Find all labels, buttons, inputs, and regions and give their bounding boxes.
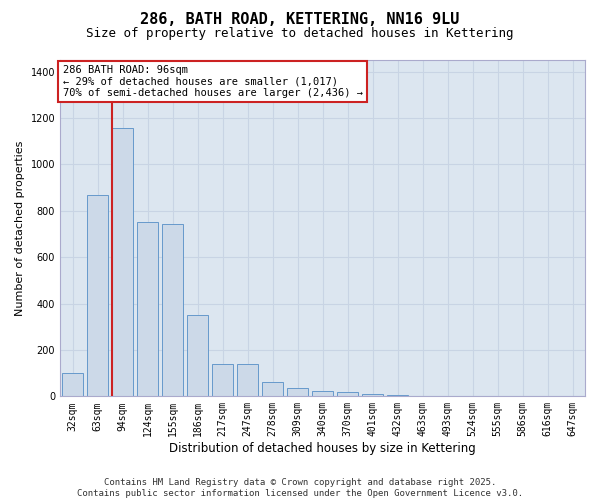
Bar [237, 364, 258, 396]
Text: 286, BATH ROAD, KETTERING, NN16 9LU: 286, BATH ROAD, KETTERING, NN16 9LU [140, 12, 460, 28]
Bar [312, 390, 333, 396]
Y-axis label: Number of detached properties: Number of detached properties [15, 140, 25, 316]
Bar [337, 392, 358, 396]
Bar [162, 224, 183, 396]
Text: 286 BATH ROAD: 96sqm
← 29% of detached houses are smaller (1,017)
70% of semi-de: 286 BATH ROAD: 96sqm ← 29% of detached h… [62, 65, 362, 98]
Text: Size of property relative to detached houses in Kettering: Size of property relative to detached ho… [86, 28, 514, 40]
Bar [362, 394, 383, 396]
Bar [87, 194, 108, 396]
Text: Contains HM Land Registry data © Crown copyright and database right 2025.
Contai: Contains HM Land Registry data © Crown c… [77, 478, 523, 498]
Bar [262, 382, 283, 396]
Bar [137, 222, 158, 396]
Bar [212, 364, 233, 396]
Bar [62, 373, 83, 396]
Bar [387, 395, 408, 396]
Bar [112, 128, 133, 396]
X-axis label: Distribution of detached houses by size in Kettering: Distribution of detached houses by size … [169, 442, 476, 455]
Bar [187, 315, 208, 396]
Bar [287, 388, 308, 396]
